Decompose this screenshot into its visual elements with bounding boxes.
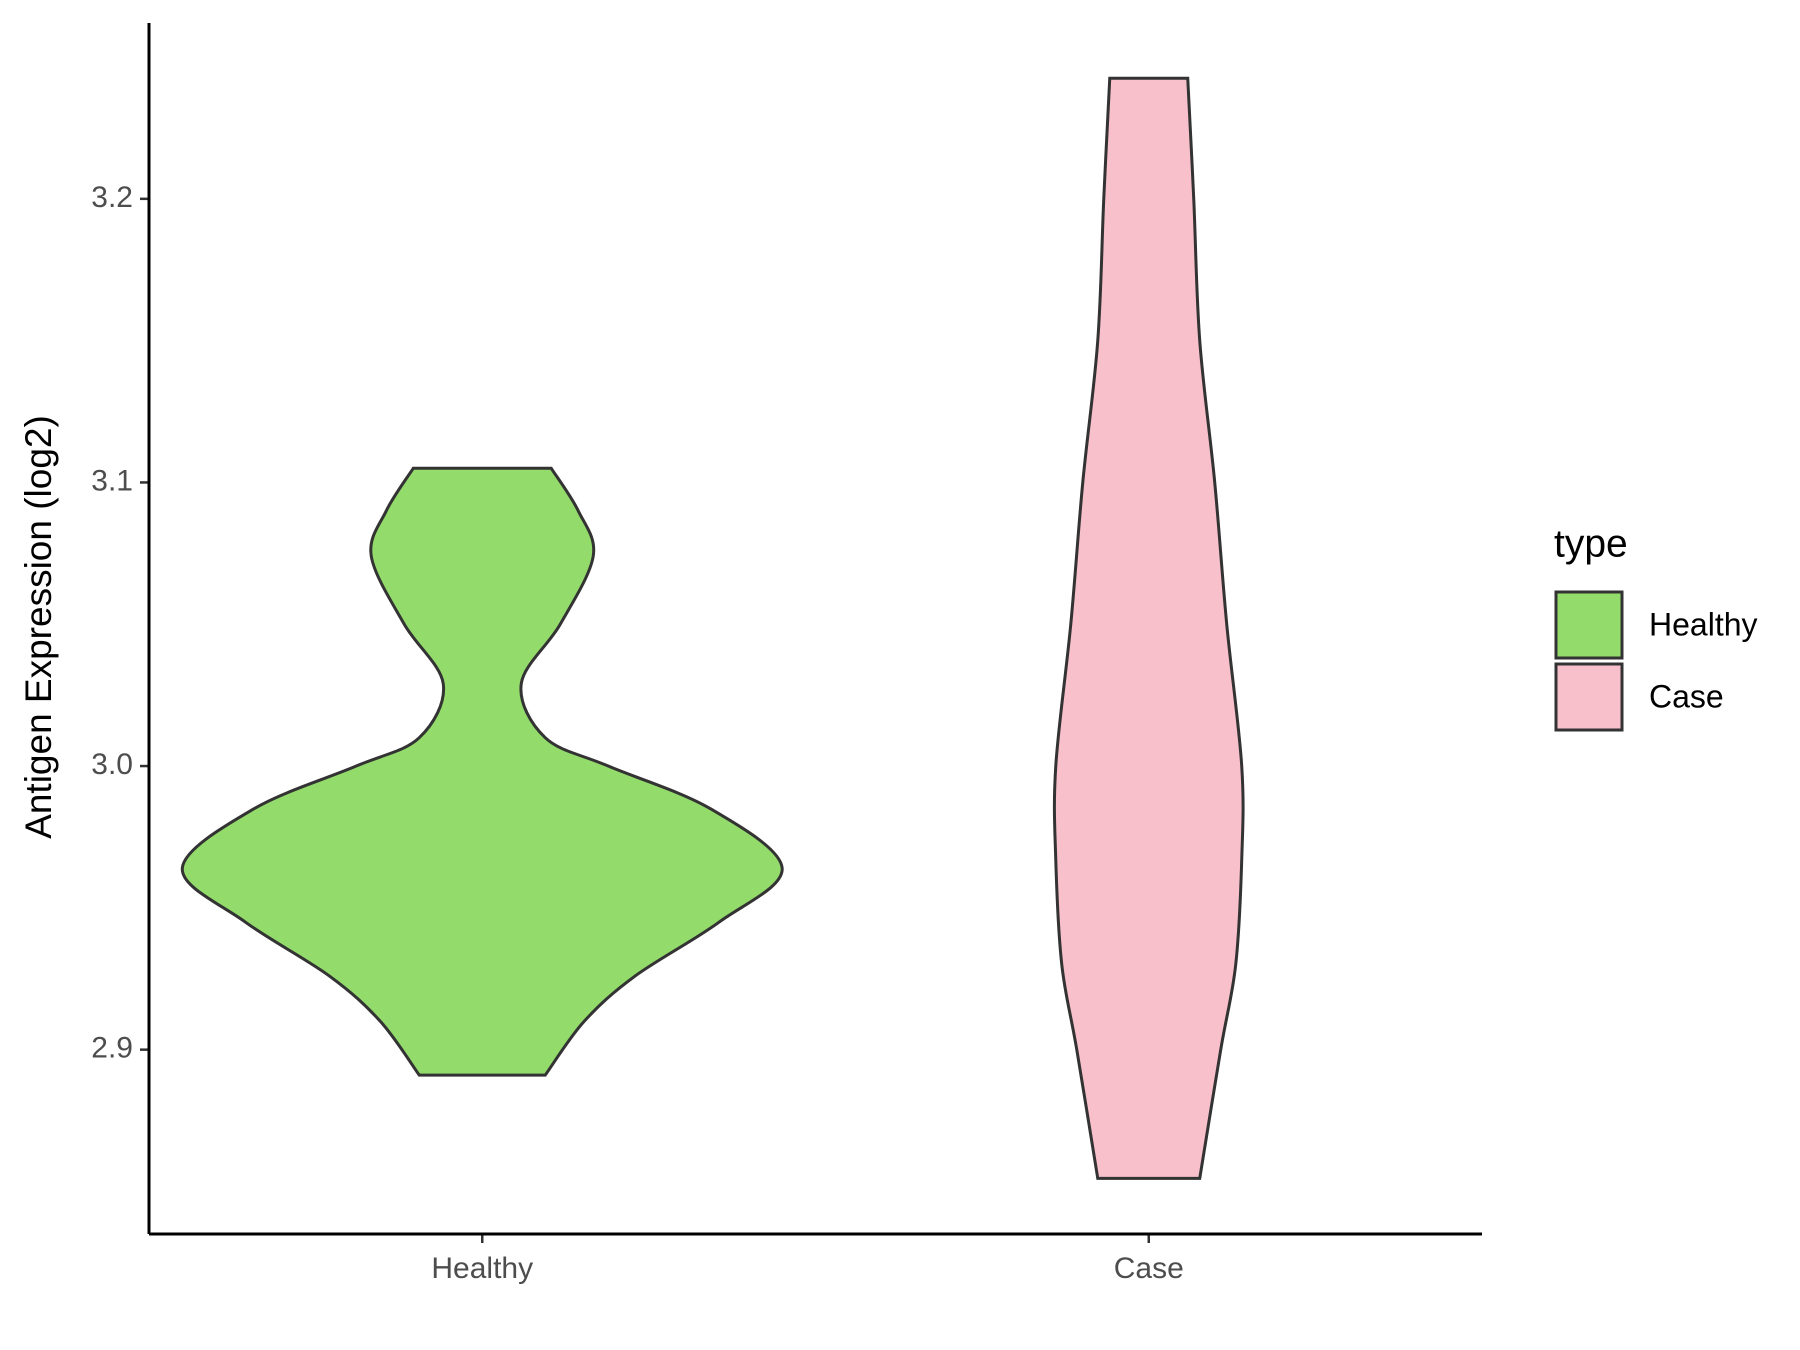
legend-label: Healthy [1649,606,1758,642]
y-tick-label: 3.1 [91,464,133,497]
x-tick-label: Healthy [431,1252,533,1285]
y-tick-label: 2.9 [91,1032,133,1065]
legend-title: type [1554,522,1628,565]
y-tick-label: 3.2 [91,181,133,214]
legend-label: Case [1649,678,1724,714]
violin [180,466,784,1077]
legend-key [1554,590,1624,660]
y-tick-label: 3.0 [91,748,133,781]
legend-key [1554,662,1624,732]
x-tick-label: Case [1114,1252,1184,1285]
violin [1052,76,1245,1180]
y-axis-label: Antigen Expression (log2) [18,415,59,839]
